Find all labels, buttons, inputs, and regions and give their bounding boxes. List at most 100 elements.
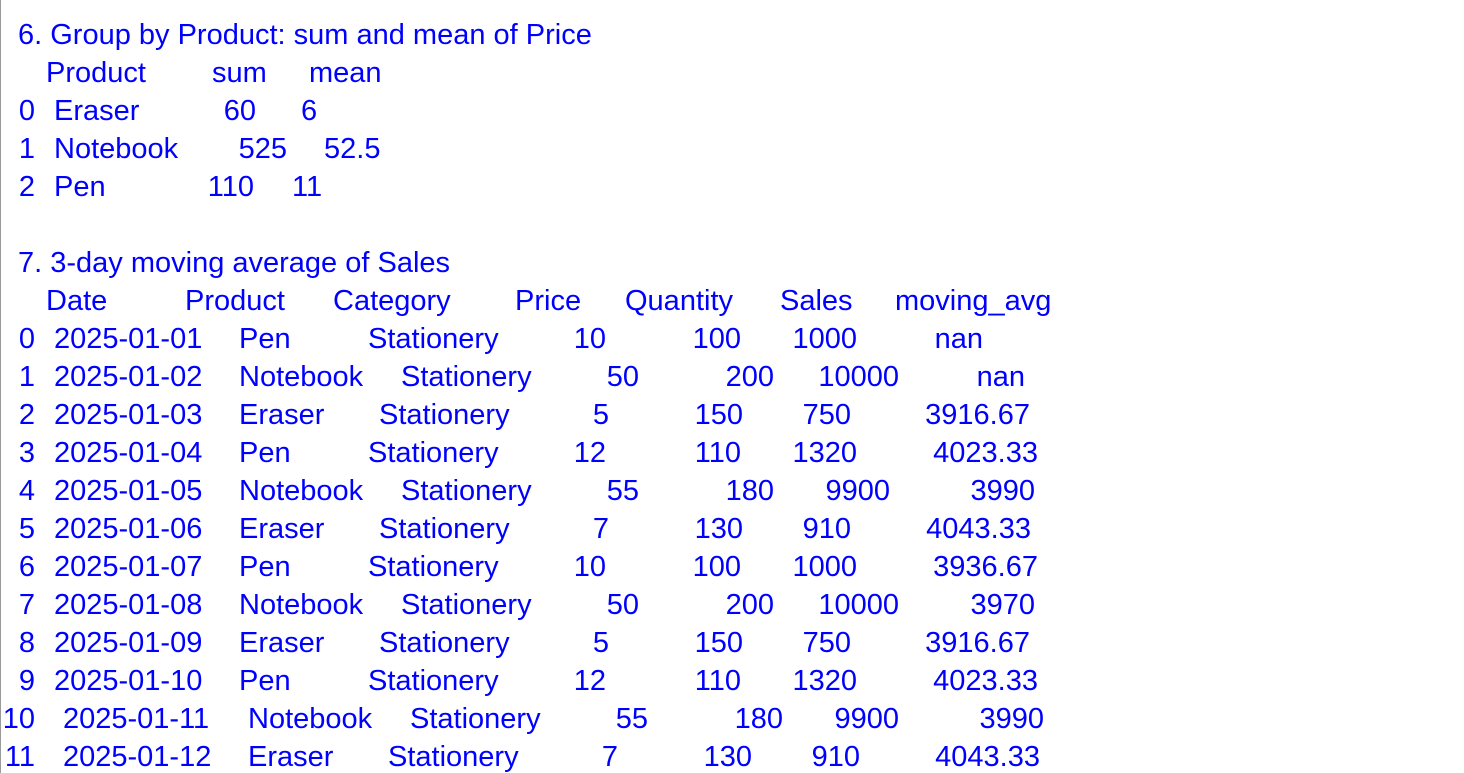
row-index: 2 bbox=[18, 171, 35, 203]
sales-cell: 1000 bbox=[792, 551, 857, 583]
sales-cell: 750 bbox=[802, 399, 851, 431]
product-cell: Pen bbox=[239, 323, 291, 355]
product-cell: Eraser bbox=[239, 399, 325, 431]
row-index: 6 bbox=[18, 551, 35, 583]
price-cell: 7 bbox=[601, 741, 618, 773]
moving-avg-cell: 3970 bbox=[970, 589, 1035, 621]
row-index: 7 bbox=[18, 589, 35, 621]
row-index: 2 bbox=[18, 399, 35, 431]
quantity-cell: 110 bbox=[694, 437, 741, 469]
sum-cell: 110 bbox=[207, 171, 254, 203]
product-cell: Notebook bbox=[239, 361, 364, 393]
column-header: Price bbox=[515, 285, 582, 317]
date-cell: 2025-01-08 bbox=[54, 589, 203, 621]
sales-cell: 750 bbox=[802, 627, 851, 659]
product-cell: Pen bbox=[239, 665, 291, 697]
category-cell: Stationery bbox=[401, 361, 532, 393]
sum-cell: 525 bbox=[238, 133, 287, 165]
date-cell: 2025-01-05 bbox=[54, 475, 203, 507]
date-cell: 2025-01-11 bbox=[63, 703, 210, 735]
sales-cell: 9900 bbox=[825, 475, 890, 507]
quantity-cell: 130 bbox=[694, 513, 743, 545]
mean-cell: 6 bbox=[301, 95, 318, 127]
category-cell: Stationery bbox=[368, 665, 499, 697]
moving-avg-cell: nan bbox=[934, 323, 983, 355]
price-cell: 55 bbox=[615, 703, 648, 735]
quantity-cell: 110 bbox=[694, 665, 741, 697]
row-index: 11 bbox=[4, 741, 35, 773]
row-index: 1 bbox=[18, 133, 35, 165]
date-cell: 2025-01-07 bbox=[54, 551, 203, 583]
column-header: moving_avg bbox=[895, 285, 1052, 317]
column-header: sum bbox=[212, 57, 267, 89]
date-cell: 2025-01-01 bbox=[54, 323, 203, 355]
row-index: 3 bbox=[18, 437, 35, 469]
category-cell: Stationery bbox=[388, 741, 519, 773]
date-cell: 2025-01-06 bbox=[54, 513, 203, 545]
price-cell: 12 bbox=[573, 665, 606, 697]
product-cell: Notebook bbox=[239, 475, 364, 507]
category-cell: Stationery bbox=[410, 703, 541, 735]
product-cell: Notebook bbox=[239, 589, 364, 621]
moving-avg-cell: 4043.33 bbox=[935, 741, 1040, 773]
price-cell: 7 bbox=[592, 513, 609, 545]
price-cell: 55 bbox=[606, 475, 639, 507]
product-cell: Eraser bbox=[248, 741, 334, 773]
sales-cell: 10000 bbox=[818, 589, 899, 621]
price-cell: 50 bbox=[606, 589, 639, 621]
product-cell: Notebook bbox=[54, 133, 179, 165]
product-cell: Pen bbox=[239, 551, 291, 583]
column-header: mean bbox=[309, 57, 382, 89]
row-index: 0 bbox=[18, 95, 35, 127]
date-cell: 2025-01-02 bbox=[54, 361, 203, 393]
moving-avg-cell: 3936.67 bbox=[933, 551, 1038, 583]
quantity-cell: 100 bbox=[692, 323, 741, 355]
sales-cell: 1320 bbox=[792, 437, 857, 469]
column-header: Product bbox=[185, 285, 285, 317]
category-cell: Stationery bbox=[379, 627, 510, 659]
moving-avg-cell: 3990 bbox=[979, 703, 1044, 735]
product-cell: Notebook bbox=[248, 703, 373, 735]
product-cell: Pen bbox=[54, 171, 106, 203]
row-index: 5 bbox=[18, 513, 35, 545]
sales-cell: 910 bbox=[811, 741, 860, 773]
quantity-cell: 200 bbox=[725, 589, 774, 621]
price-cell: 50 bbox=[606, 361, 639, 393]
moving-avg-cell: 4043.33 bbox=[926, 513, 1031, 545]
price-cell: 10 bbox=[573, 551, 606, 583]
row-index: 4 bbox=[18, 475, 35, 507]
quantity-cell: 100 bbox=[692, 551, 741, 583]
category-cell: Stationery bbox=[401, 589, 532, 621]
column-header: Sales bbox=[780, 285, 853, 317]
sum-cell: 60 bbox=[223, 95, 256, 127]
price-cell: 10 bbox=[573, 323, 606, 355]
quantity-cell: 180 bbox=[725, 475, 774, 507]
price-cell: 5 bbox=[592, 399, 609, 431]
date-cell: 2025-01-12 bbox=[63, 741, 212, 773]
quantity-cell: 150 bbox=[694, 399, 743, 431]
quantity-cell: 180 bbox=[734, 703, 783, 735]
sales-cell: 1000 bbox=[792, 323, 857, 355]
row-index: 10 bbox=[2, 703, 35, 735]
moving-avg-cell: 3916.67 bbox=[925, 627, 1030, 659]
date-cell: 2025-01-04 bbox=[54, 437, 203, 469]
row-index: 8 bbox=[18, 627, 35, 659]
row-index: 9 bbox=[18, 665, 35, 697]
column-header: Product bbox=[46, 57, 146, 89]
price-cell: 12 bbox=[573, 437, 606, 469]
moving-avg-cell: 3916.67 bbox=[925, 399, 1030, 431]
product-cell: Eraser bbox=[239, 627, 325, 659]
category-cell: Stationery bbox=[379, 399, 510, 431]
quantity-cell: 150 bbox=[694, 627, 743, 659]
column-header: Date bbox=[46, 285, 108, 317]
category-cell: Stationery bbox=[368, 323, 499, 355]
sales-cell: 910 bbox=[802, 513, 851, 545]
quantity-cell: 200 bbox=[725, 361, 774, 393]
product-cell: Eraser bbox=[54, 95, 140, 127]
product-cell: Eraser bbox=[239, 513, 325, 545]
section6-title: 6. Group by Product: sum and mean of Pri… bbox=[18, 19, 592, 51]
category-cell: Stationery bbox=[368, 551, 499, 583]
sales-cell: 10000 bbox=[818, 361, 899, 393]
column-header: Quantity bbox=[625, 285, 733, 317]
moving-avg-cell: 3990 bbox=[970, 475, 1035, 507]
